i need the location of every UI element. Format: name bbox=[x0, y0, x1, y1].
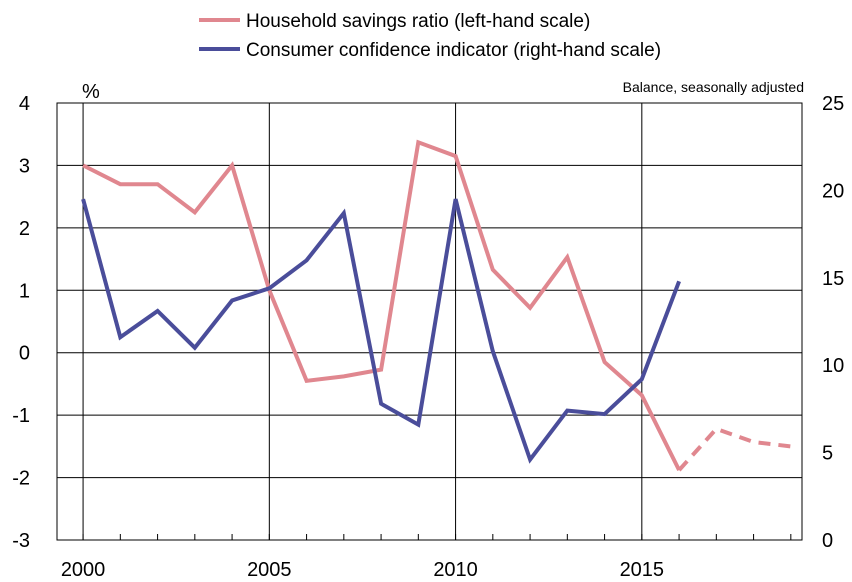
legend: Household savings ratio (left-hand scale… bbox=[199, 11, 661, 61]
x-tick-label: 2005 bbox=[247, 559, 292, 581]
left-axis-unit: % bbox=[82, 81, 100, 103]
x-tick-label: 2000 bbox=[61, 559, 106, 581]
right-axis-unit: Balance, seasonally adjusted bbox=[623, 79, 804, 95]
legend-label-savings: Household savings ratio (left-hand scale… bbox=[246, 11, 590, 32]
left-tick-label: 3 bbox=[19, 155, 30, 177]
left-axis: 4 3 2 1 0 -1 -2 -3 bbox=[12, 93, 30, 552]
series-group bbox=[81, 139, 792, 472]
left-tick-label: 1 bbox=[19, 280, 30, 302]
series-line-1 bbox=[677, 426, 792, 472]
plot-frame bbox=[56, 102, 803, 541]
right-tick-label: 0 bbox=[822, 530, 833, 552]
legend-item-savings: Household savings ratio (left-hand scale… bbox=[199, 11, 590, 32]
legend-label-confidence: Consumer confidence indicator (right-han… bbox=[246, 40, 661, 61]
right-tick-label: 20 bbox=[822, 180, 844, 202]
left-tick-label: 4 bbox=[19, 93, 30, 115]
legend-item-confidence: Consumer confidence indicator (right-han… bbox=[199, 40, 661, 61]
right-tick-label: 10 bbox=[822, 355, 844, 377]
series-line-0 bbox=[82, 139, 681, 471]
right-tick-label: 15 bbox=[822, 268, 844, 290]
x-tick-label: 2010 bbox=[433, 559, 478, 581]
left-tick-label: -1 bbox=[12, 405, 30, 427]
left-tick-label: 0 bbox=[19, 343, 30, 365]
left-tick-label: -3 bbox=[12, 530, 30, 552]
right-axis: 25 20 15 10 5 0 bbox=[822, 93, 844, 552]
left-tick-label: 2 bbox=[19, 218, 30, 240]
x-tick-label: 2015 bbox=[620, 559, 665, 581]
series-line-2 bbox=[81, 198, 681, 464]
x-axis: 2000 2005 2010 2015 bbox=[61, 559, 664, 581]
right-tick-label: 5 bbox=[822, 443, 833, 465]
right-tick-label: 25 bbox=[822, 93, 844, 115]
left-tick-label: -2 bbox=[12, 468, 30, 490]
